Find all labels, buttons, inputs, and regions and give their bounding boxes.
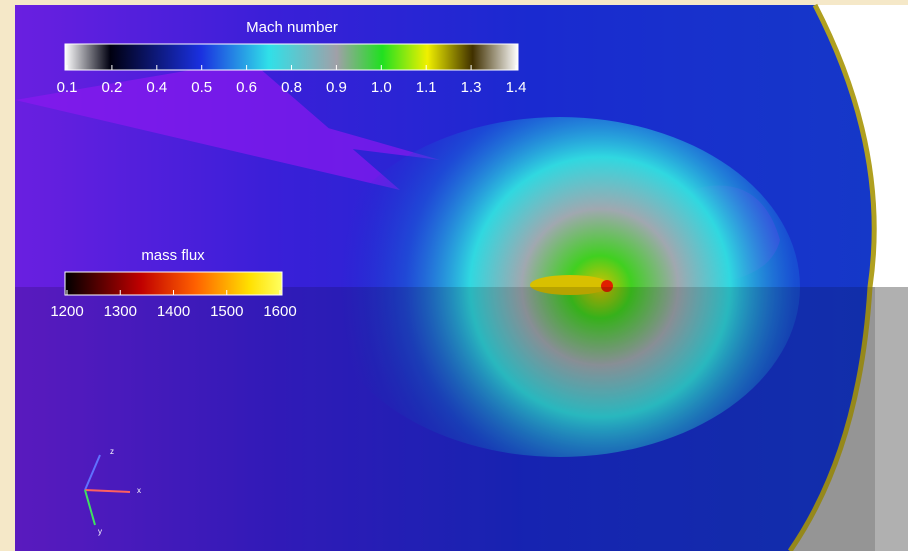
triad-axis (84, 489, 131, 493)
colorbar-tick-label: 0.9 (326, 79, 347, 96)
colorbar-tick-label: 0.5 (191, 79, 212, 96)
lower-shade (15, 287, 875, 551)
colorbar-title: Mach number (246, 19, 338, 36)
shock-front (787, 3, 877, 551)
triad-label: y (98, 527, 102, 536)
colorbar-title: mass flux (141, 247, 205, 264)
colorbar-tick-label: 0.2 (101, 79, 122, 96)
colorbar-tick-label: 1300 (104, 303, 137, 320)
colorbar-tick-label: 0.1 (57, 79, 78, 96)
colorbar-tick-label: 1500 (210, 303, 243, 320)
colorbar-tick-label: 1.3 (461, 79, 482, 96)
colorbar-tick-label: 1.0 (371, 79, 392, 96)
colorbar-tick-label: 0.4 (146, 79, 167, 96)
colorbar-tick-label: 1600 (263, 303, 296, 320)
colorbar-tick-label: 0.6 (236, 79, 257, 96)
colorbar-tick-label: 1.1 (416, 79, 437, 96)
triad-label: x (137, 486, 141, 495)
triad-axis (84, 454, 101, 491)
axes-triad: z x y (84, 447, 141, 536)
purple-streak (15, 60, 440, 190)
colorbar-tick-label: 1400 (157, 303, 190, 320)
triad-axis (84, 489, 96, 526)
colorbar-tick-label: 1200 (50, 303, 83, 320)
colorbar-tick-label: 0.8 (281, 79, 302, 96)
colorbar-tick-label: 1.4 (506, 79, 527, 96)
wake-core (530, 275, 610, 295)
body (601, 280, 613, 292)
triad-label: z (110, 447, 114, 456)
